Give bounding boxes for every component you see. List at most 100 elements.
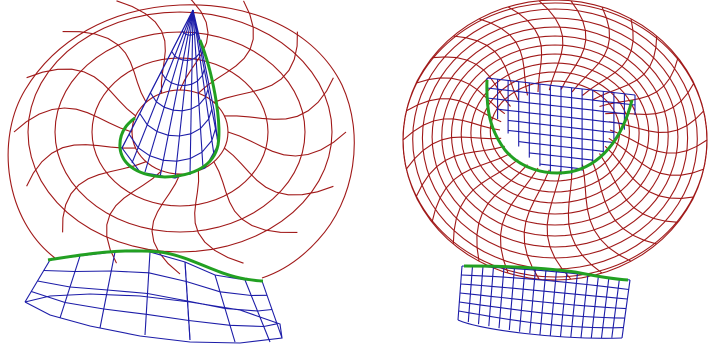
left-panel xyxy=(7,0,355,344)
left-torus-meridian xyxy=(106,170,162,264)
right-torus-meridian xyxy=(405,136,502,170)
right-torus-meridian xyxy=(538,0,564,91)
right-torus-meridian xyxy=(478,18,529,96)
right-torus-ring xyxy=(460,53,650,215)
band-horizontal xyxy=(31,290,278,328)
cylinder-horizontal xyxy=(486,97,625,115)
right-torus-meridian xyxy=(608,137,704,176)
right-torus-meridian xyxy=(591,35,658,101)
right-torus-meridian xyxy=(476,164,528,262)
right-torus-meridian xyxy=(567,167,603,274)
right-torus-meridian xyxy=(591,159,657,245)
right-torus-meridian xyxy=(406,98,502,123)
right-torus-ring xyxy=(431,26,679,248)
cone-ring xyxy=(139,108,213,137)
cone-generator xyxy=(192,9,215,156)
right-torus-meridian xyxy=(604,145,694,199)
right-torus-meridian xyxy=(571,6,611,93)
right-torus-meridian xyxy=(599,153,679,223)
cylinder-horizontal xyxy=(518,141,604,152)
left-intersection-curve xyxy=(47,39,264,283)
right-torus-meridian xyxy=(582,18,634,96)
rband-bottom xyxy=(457,319,623,339)
cone-ring xyxy=(128,128,217,162)
left-torus-meridian xyxy=(151,173,181,275)
right-torus-surface xyxy=(402,0,708,281)
cone-ring xyxy=(149,89,209,112)
left-torus-meridian xyxy=(213,161,298,233)
cylinder-horizontal xyxy=(539,163,583,170)
left-torus-meridian xyxy=(26,144,136,187)
right-torus-meridian xyxy=(608,110,705,133)
right-torus-meridian xyxy=(431,56,511,107)
right-torus-meridian xyxy=(415,145,505,198)
right-cylinder-patch xyxy=(486,77,636,175)
cone-ring xyxy=(171,49,202,61)
right-torus-meridian xyxy=(560,0,587,91)
right-torus-ring xyxy=(412,8,698,270)
right-torus-meridian xyxy=(452,159,519,245)
cone-ring xyxy=(160,69,205,87)
left-torus-ring xyxy=(27,11,333,253)
left-torus-meridian xyxy=(13,107,133,133)
right-torus-meridians xyxy=(402,0,708,280)
right-torus-meridian xyxy=(402,118,501,141)
right-intersection-curve xyxy=(463,79,634,282)
rband-horizontal xyxy=(461,274,629,291)
cone-outline xyxy=(121,9,219,179)
band-horizontal xyxy=(37,280,273,312)
cone-generator xyxy=(192,9,219,143)
left-torus-meridians xyxy=(13,0,347,275)
right-torus-meridian xyxy=(415,77,506,115)
left-cone-patch xyxy=(121,9,219,179)
cone-generator xyxy=(144,9,194,173)
right-torus-ring xyxy=(480,71,630,193)
left-torus-surface xyxy=(7,0,355,279)
left-torus-meridian xyxy=(62,31,147,103)
right-torus-ring xyxy=(441,35,669,237)
right-torus-ring xyxy=(489,80,621,182)
right-torus-meridian xyxy=(581,164,632,262)
left-torus-meridian xyxy=(224,77,334,120)
cylinder-horizontal xyxy=(508,129,614,144)
right-torus-meridian xyxy=(499,167,539,274)
right-panel xyxy=(402,0,708,339)
right-torus-ring xyxy=(450,44,660,226)
left-torus-meridian xyxy=(194,170,244,264)
cone-generator xyxy=(189,9,194,176)
cylinder-horizontal xyxy=(486,87,636,106)
left-intersection-top xyxy=(118,39,221,179)
cone-generator xyxy=(121,9,194,149)
left-torus-meridian xyxy=(26,68,137,117)
left-torus-meridian xyxy=(62,161,147,233)
left-torus-ring xyxy=(54,31,306,233)
right-torus-ring xyxy=(470,62,640,204)
cone-generator xyxy=(159,9,194,178)
right-torus-meridian xyxy=(507,6,543,93)
right-torus-ring xyxy=(421,17,689,259)
band-bottom-ellipse xyxy=(24,293,283,344)
right-torus-meridian xyxy=(523,169,550,280)
left-intersection-bottom xyxy=(47,249,264,283)
left-torus-meridian xyxy=(223,147,334,196)
right-torus-meridian xyxy=(431,153,511,223)
rband-horizontal xyxy=(458,310,624,329)
rband-horizontal xyxy=(459,292,627,310)
left-torus-meridian xyxy=(227,131,347,157)
cone-generator xyxy=(174,9,194,179)
rband-horizontal xyxy=(459,301,625,319)
left-torus-ring xyxy=(91,57,269,207)
cone-generator xyxy=(192,9,204,169)
left-torus-meridian xyxy=(213,31,298,103)
right-torus-rings xyxy=(402,0,708,281)
right-intersection-bottom xyxy=(463,264,629,282)
left-torus-meridian xyxy=(116,0,166,94)
cylinder-horizontal xyxy=(529,152,593,161)
right-torus-meridian xyxy=(546,169,572,280)
left-torus-meridian xyxy=(179,0,209,91)
left-torus-outline xyxy=(7,4,355,279)
rband-horizontal xyxy=(460,283,628,300)
cone-generator xyxy=(131,9,194,164)
